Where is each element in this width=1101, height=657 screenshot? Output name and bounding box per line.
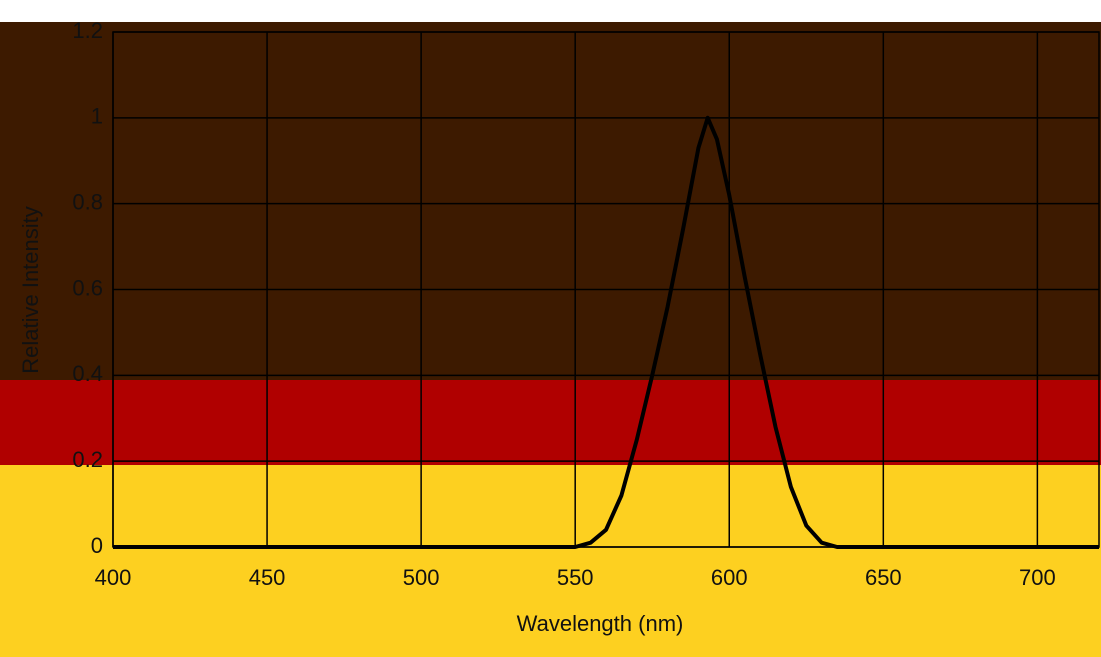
band-yellow bbox=[0, 465, 1101, 657]
x-tick-label: 700 bbox=[1019, 565, 1056, 590]
y-tick-label: 0.2 bbox=[72, 447, 103, 472]
y-tick-label: 1.2 bbox=[72, 18, 103, 43]
y-tick-label: 0.8 bbox=[72, 189, 103, 214]
x-axis-label: Wavelength (nm) bbox=[517, 611, 684, 636]
x-tick-label: 600 bbox=[711, 565, 748, 590]
band-red bbox=[0, 380, 1101, 466]
plot-frame bbox=[112, 31, 1100, 548]
y-tick-label: 0 bbox=[91, 533, 103, 558]
y-tick-label: 0.6 bbox=[72, 275, 103, 300]
x-tick-label: 550 bbox=[557, 565, 594, 590]
x-tick-label: 650 bbox=[865, 565, 902, 590]
plot-background bbox=[0, 22, 1101, 382]
y-tick-label: 0.4 bbox=[72, 361, 103, 386]
x-tick-label: 400 bbox=[95, 565, 132, 590]
data-line bbox=[113, 115, 1099, 549]
y-axis-label: Relative Intensity bbox=[18, 206, 43, 374]
y-tick-label: 1 bbox=[91, 104, 103, 129]
x-tick-label: 500 bbox=[403, 565, 440, 590]
x-tick-label: 450 bbox=[249, 565, 286, 590]
